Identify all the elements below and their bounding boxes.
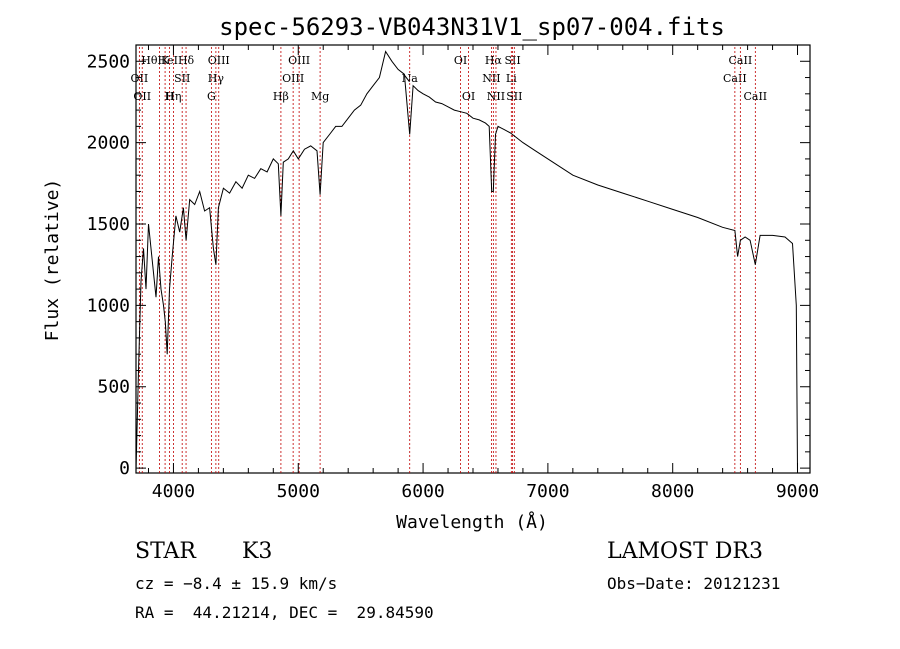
object-class: STAR — [135, 539, 196, 564]
line-marker-label-11: Hβ — [273, 90, 289, 103]
line-marker-label-10: OIII — [208, 54, 230, 67]
line-marker-label-25: CaII — [729, 54, 753, 67]
line-marker-label-23: SII — [506, 90, 522, 103]
y-tick-label-1: 500 — [97, 377, 130, 398]
y-tick-label-4: 2000 — [87, 133, 130, 154]
object-subclass: K3 — [242, 539, 273, 564]
redshift-cz: cz = −8.4 ± 15.9 km/s — [135, 574, 338, 593]
y-tick-label-3: 1500 — [87, 214, 130, 235]
x-axis: 4000 5000 6000 7000 8000 9000 — [147, 45, 819, 502]
line-marker-label-4: H — [165, 90, 175, 103]
line-marker-label-21: Li — [506, 72, 517, 85]
line-marker-label-26: CaII — [743, 90, 767, 103]
x-tick-label-2: 6000 — [401, 481, 444, 502]
x-axis-label: Wavelength (Å) — [396, 511, 548, 533]
line-marker-label-19: Hα — [485, 54, 503, 67]
y-tick-label-5: 2500 — [87, 51, 130, 72]
line-marker-label-17: OI — [462, 90, 475, 103]
flux-series-line — [135, 50, 798, 472]
y-tick-label-2: 1000 — [87, 295, 130, 316]
line-marker-label-3: K — [161, 54, 170, 67]
line-marker-label-20: NII — [487, 90, 505, 103]
y-axis-label: Flux (relative) — [42, 179, 63, 342]
line-marker-label-22: SII — [504, 54, 520, 67]
line-marker-label-7: Hδ — [178, 54, 195, 67]
line-marker-label-14: Mg — [311, 90, 329, 103]
x-tick-label-0: 4000 — [152, 481, 195, 502]
coordinates: RA = 44.21214, DEC = 29.84590 — [135, 603, 434, 622]
line-marker-label-1: OII — [133, 90, 151, 103]
line-marker-label-24: CaII — [723, 72, 747, 85]
x-tick-label-3: 7000 — [526, 481, 569, 502]
chart-title: spec-56293-VB043N31V1_sp07-004.fits — [219, 13, 725, 41]
survey-name: LAMOST DR3 — [607, 539, 763, 564]
y-tick-label-0: 0 — [119, 458, 130, 479]
y-axis: 0 500 1000 1500 2000 2500 — [87, 51, 810, 479]
line-marker-label-18: NII — [482, 72, 500, 85]
plot-frame — [135, 44, 811, 474]
obs-date: Obs−Date: 20121231 — [607, 574, 781, 593]
x-tick-label-4: 8000 — [651, 481, 694, 502]
line-marker-label-2: HθHeI — [141, 54, 178, 67]
line-marker-label-5: Hη — [165, 90, 181, 103]
line-marker-label-12: OIII — [282, 72, 304, 85]
line-marker-label-16: OI — [454, 54, 467, 67]
line-marker-label-6: SII — [174, 72, 190, 85]
line-marker-label-9: Hγ — [208, 72, 225, 85]
line-marker-label-13: OIII — [288, 54, 310, 67]
line-marker-label-8: G — [207, 90, 216, 103]
line-marker-label-15: Na — [402, 72, 419, 85]
x-tick-label-1: 5000 — [277, 481, 320, 502]
line-marker-label-0: OII — [131, 72, 149, 85]
x-tick-label-5: 9000 — [776, 481, 819, 502]
